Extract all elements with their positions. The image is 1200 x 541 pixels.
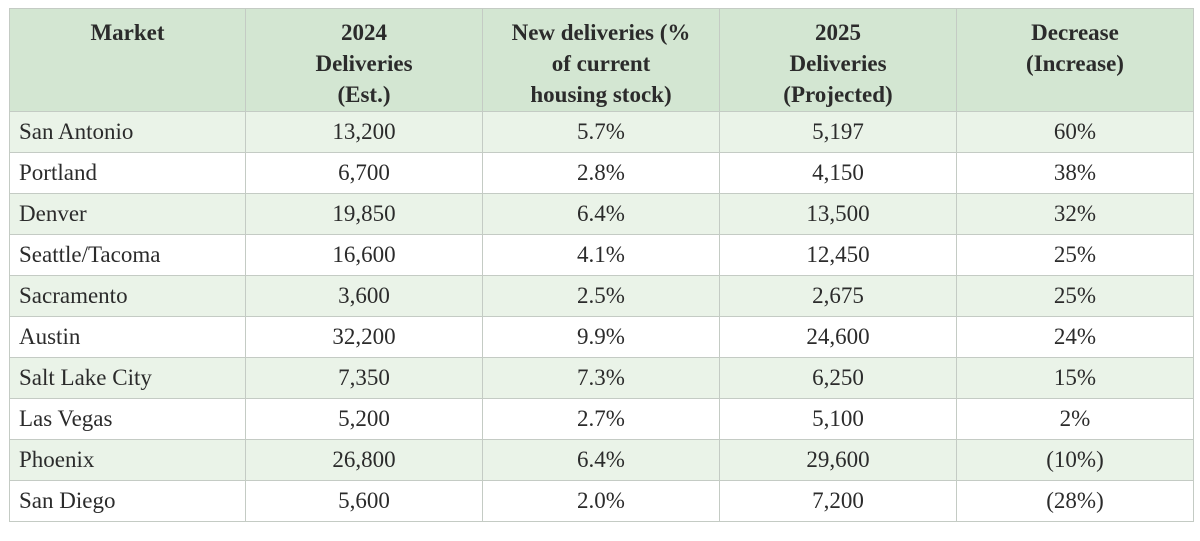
cell-decrease-increase: 38%: [956, 152, 1194, 194]
table-row: Phoenix 26,800 6.4% 29,600 (10%): [9, 439, 1194, 481]
cell-market: Sacramento: [9, 275, 246, 317]
header-line: Deliveries: [315, 51, 413, 76]
table-row: Las Vegas 5,200 2.7% 5,100 2%: [9, 398, 1194, 440]
cell-2024-deliveries: 13,200: [245, 111, 483, 153]
cell-new-deliveries-pct: 2.7%: [482, 398, 720, 440]
cell-2024-deliveries: 5,600: [245, 480, 483, 522]
header-line: 2025: [815, 20, 861, 45]
cell-2025-deliveries: 5,100: [719, 398, 957, 440]
cell-decrease-increase: 15%: [956, 357, 1194, 399]
cell-market: Salt Lake City: [9, 357, 246, 399]
header-line: 2024: [341, 20, 387, 45]
cell-new-deliveries-pct: 5.7%: [482, 111, 720, 153]
cell-market: Austin: [9, 316, 246, 358]
table-row: Sacramento 3,600 2.5% 2,675 25%: [9, 275, 1194, 317]
cell-2024-deliveries: 16,600: [245, 234, 483, 276]
cell-2024-deliveries: 32,200: [245, 316, 483, 358]
cell-2025-deliveries: 2,675: [719, 275, 957, 317]
header-2024-deliveries: 2024 Deliveries (Est.): [245, 8, 483, 112]
header-market: Market: [9, 8, 246, 112]
header-line: New deliveries (%: [511, 20, 691, 45]
table-row: San Diego 5,600 2.0% 7,200 (28%): [9, 480, 1194, 522]
header-row: Market 2024 Deliveries (Est.) New delive…: [9, 8, 1194, 112]
cell-2024-deliveries: 19,850: [245, 193, 483, 235]
table-row: Seattle/Tacoma 16,600 4.1% 12,450 25%: [9, 234, 1194, 276]
cell-decrease-increase: (28%): [956, 480, 1194, 522]
cell-2024-deliveries: 26,800: [245, 439, 483, 481]
cell-new-deliveries-pct: 2.8%: [482, 152, 720, 194]
header-line: Deliveries: [789, 51, 887, 76]
cell-new-deliveries-pct: 4.1%: [482, 234, 720, 276]
header-2025-deliveries: 2025 Deliveries (Projected): [719, 8, 957, 112]
cell-new-deliveries-pct: 9.9%: [482, 316, 720, 358]
cell-market: Las Vegas: [9, 398, 246, 440]
cell-2025-deliveries: 13,500: [719, 193, 957, 235]
cell-2025-deliveries: 6,250: [719, 357, 957, 399]
table-body: San Antonio 13,200 5.7% 5,197 60% Portla…: [9, 111, 1194, 522]
cell-decrease-increase: 60%: [956, 111, 1194, 153]
header-line: (Est.): [337, 82, 391, 107]
cell-2025-deliveries: 24,600: [719, 316, 957, 358]
cell-market: Seattle/Tacoma: [9, 234, 246, 276]
cell-new-deliveries-pct: 6.4%: [482, 439, 720, 481]
table-row: Salt Lake City 7,350 7.3% 6,250 15%: [9, 357, 1194, 399]
cell-decrease-increase: 32%: [956, 193, 1194, 235]
cell-new-deliveries-pct: 2.5%: [482, 275, 720, 317]
cell-new-deliveries-pct: 6.4%: [482, 193, 720, 235]
cell-2025-deliveries: 4,150: [719, 152, 957, 194]
cell-2025-deliveries: 7,200: [719, 480, 957, 522]
cell-market: San Diego: [9, 480, 246, 522]
housing-deliveries-table: Market 2024 Deliveries (Est.) New delive…: [9, 8, 1194, 522]
cell-2024-deliveries: 3,600: [245, 275, 483, 317]
cell-decrease-increase: 2%: [956, 398, 1194, 440]
cell-decrease-increase: 25%: [956, 234, 1194, 276]
cell-2024-deliveries: 5,200: [245, 398, 483, 440]
cell-market: Portland: [9, 152, 246, 194]
cell-2024-deliveries: 6,700: [245, 152, 483, 194]
header-line: (Increase): [1026, 51, 1124, 76]
cell-decrease-increase: 24%: [956, 316, 1194, 358]
table-row: Portland 6,700 2.8% 4,150 38%: [9, 152, 1194, 194]
cell-market: Denver: [9, 193, 246, 235]
header-decrease-increase: Decrease (Increase): [956, 8, 1194, 112]
cell-2025-deliveries: 5,197: [719, 111, 957, 153]
cell-market: San Antonio: [9, 111, 246, 153]
cell-new-deliveries-pct: 2.0%: [482, 480, 720, 522]
cell-2025-deliveries: 12,450: [719, 234, 957, 276]
cell-decrease-increase: 25%: [956, 275, 1194, 317]
cell-2024-deliveries: 7,350: [245, 357, 483, 399]
header-line: Decrease: [1031, 20, 1119, 45]
cell-2025-deliveries: 29,600: [719, 439, 957, 481]
header-line: of current: [551, 51, 651, 76]
header-new-deliveries-pct: New deliveries (% of current housing sto…: [482, 8, 720, 112]
header-line: Market: [90, 20, 165, 45]
cell-decrease-increase: (10%): [956, 439, 1194, 481]
table-row: Denver 19,850 6.4% 13,500 32%: [9, 193, 1194, 235]
header-line: housing stock): [530, 82, 672, 107]
table-row: Austin 32,200 9.9% 24,600 24%: [9, 316, 1194, 358]
deliveries-table-container: Market 2024 Deliveries (Est.) New delive…: [9, 8, 1194, 522]
header-line: (Projected): [783, 82, 893, 107]
table-row: San Antonio 13,200 5.7% 5,197 60%: [9, 111, 1194, 153]
cell-market: Phoenix: [9, 439, 246, 481]
cell-new-deliveries-pct: 7.3%: [482, 357, 720, 399]
